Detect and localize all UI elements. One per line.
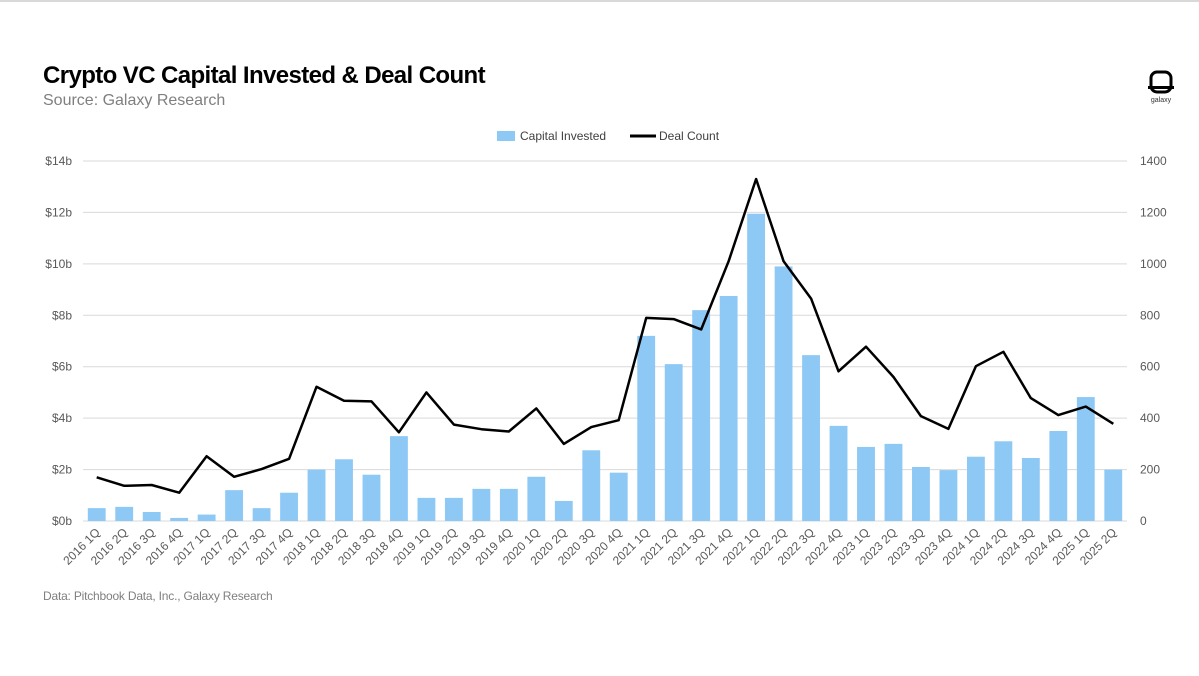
bar-capital-invested [692, 310, 711, 521]
bar-capital-invested [142, 512, 161, 521]
top-divider [0, 0, 1199, 2]
bar-capital-invested [499, 488, 518, 521]
bar-capital-invested [280, 492, 298, 521]
bar-capital-invested [719, 296, 738, 521]
right-tick-label: 400 [1140, 411, 1160, 425]
line-deal-count [96, 177, 1114, 494]
bar-capital-invested [390, 436, 408, 521]
right-tick-label: 800 [1140, 308, 1160, 322]
bar-capital-invested [307, 469, 326, 521]
data-source-footnote: Data: Pitchbook Data, Inc., Galaxy Resea… [43, 589, 273, 603]
right-tick-label: 600 [1140, 360, 1160, 374]
bar-capital-invested [994, 441, 1013, 521]
galaxy-logo-mark [1148, 70, 1174, 94]
bar-capital-invested [554, 500, 573, 521]
left-tick-label: $10b [45, 257, 72, 271]
bar-capital-invested [417, 497, 436, 521]
bar-capital-invested [170, 517, 189, 521]
bar-capital-invested [609, 472, 628, 521]
bar-capital-invested [1049, 431, 1068, 521]
bar-capital-invested [197, 514, 216, 521]
legend: Capital Invested Deal Count [497, 129, 720, 143]
bar-capital-invested [857, 446, 875, 521]
bar-capital-invested [912, 467, 930, 521]
bar-capital-invested [1104, 469, 1123, 521]
left-tick-label: $4b [52, 411, 72, 425]
right-tick-label: 1000 [1140, 257, 1167, 271]
left-tick-label: $12b [45, 205, 72, 219]
bar-capital-invested [225, 490, 244, 521]
bar-capital-invested [444, 497, 463, 521]
bar-capital-invested [966, 456, 985, 521]
chart-title: Crypto VC Capital Invested & Deal Count [43, 62, 486, 89]
bar-capital-invested [637, 335, 656, 521]
chart-subtitle: Source: Galaxy Research [43, 92, 226, 109]
right-tick-label: 200 [1140, 463, 1160, 477]
logo-wordmark: galaxy [1150, 97, 1172, 104]
bar-capital-invested [664, 364, 683, 521]
left-tick-label: $0b [52, 514, 72, 528]
bar-capital-invested [1076, 397, 1095, 521]
galaxy-logo-icon [1148, 70, 1182, 110]
right-axis-labels: 0 200 400 600 800 1000 1200 1400 [1140, 154, 1167, 528]
bar-capital-invested [252, 508, 271, 521]
deal-count-line [96, 177, 1114, 494]
left-tick-label: $14b [45, 154, 72, 168]
left-tick-label: $2b [52, 463, 72, 477]
right-tick-label: 1200 [1140, 205, 1167, 219]
bar-capital-invested [335, 459, 353, 521]
bars [87, 213, 1123, 521]
bar-capital-invested [939, 470, 958, 521]
legend-label-deal-count: Deal Count [659, 129, 720, 143]
bar-capital-invested [582, 450, 601, 521]
bar-capital-invested [87, 508, 106, 521]
legend-swatch-capital-invested [497, 131, 515, 141]
right-tick-label: 0 [1140, 514, 1147, 528]
bar-capital-invested [362, 474, 381, 521]
bar-capital-invested [774, 266, 793, 521]
bar-capital-invested [115, 506, 134, 521]
left-tick-label: $6b [52, 360, 72, 374]
bar-capital-invested [802, 355, 820, 521]
left-axis-labels: $0b $2b $4b $6b $8b $10b $12b $14b [45, 154, 72, 528]
bar-capital-invested [829, 425, 848, 521]
legend-label-capital-invested: Capital Invested [520, 129, 606, 143]
bar-capital-invested [527, 476, 546, 521]
bar-capital-invested [1021, 458, 1040, 521]
right-tick-label: 1400 [1140, 154, 1167, 168]
bar-capital-invested [472, 488, 491, 521]
bar-capital-invested [884, 443, 903, 521]
bar-capital-invested [747, 213, 766, 521]
left-tick-label: $8b [52, 308, 72, 322]
